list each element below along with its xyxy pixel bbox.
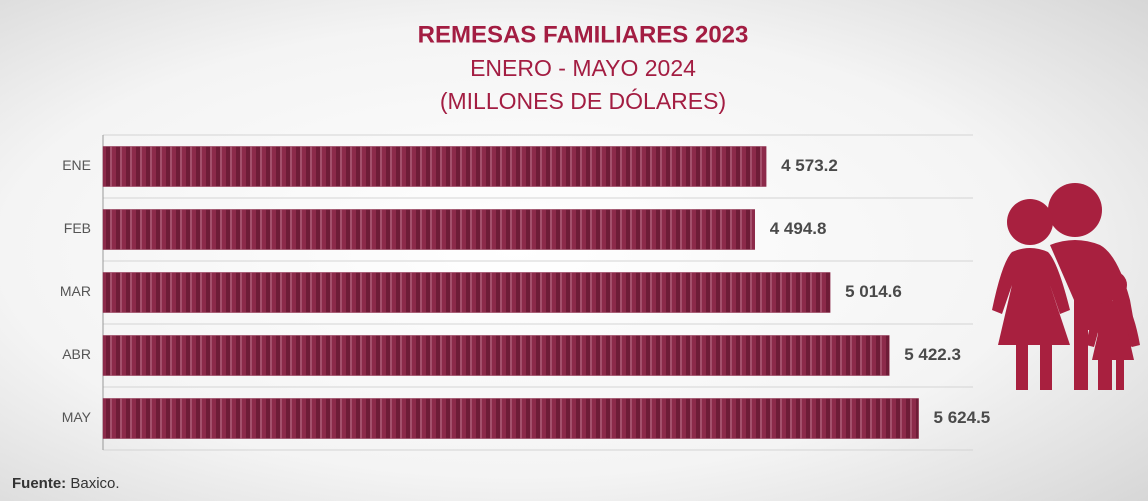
bar [102, 398, 919, 439]
source: Fuente: Baxico. [12, 475, 120, 492]
bar [102, 272, 831, 313]
value-label: 5 014.6 [845, 282, 902, 301]
chart-subtitle: ENERO - MAYO 2024 [470, 55, 696, 81]
bar [102, 146, 767, 187]
value-label: 4 573.2 [781, 156, 838, 175]
y-tick-label: ABR [62, 346, 91, 362]
value-label: 4 494.8 [770, 219, 827, 238]
value-label: 5 624.5 [934, 408, 991, 427]
source-label: Fuente: [12, 475, 66, 492]
family-icon [992, 183, 1140, 390]
y-tick-label: MAR [60, 283, 91, 299]
bar [102, 335, 890, 376]
value-label: 5 422.3 [904, 345, 961, 364]
chart-title: REMESAS FAMILIARES 2023 [418, 21, 749, 48]
source-text: Baxico. [70, 475, 119, 492]
y-tick-label: FEB [64, 220, 91, 236]
y-tick-label: ENE [62, 157, 91, 173]
bar [102, 209, 755, 250]
chart-unit: (MILLONES DE DÓLARES) [440, 88, 726, 114]
y-tick-label: MAY [62, 409, 92, 425]
